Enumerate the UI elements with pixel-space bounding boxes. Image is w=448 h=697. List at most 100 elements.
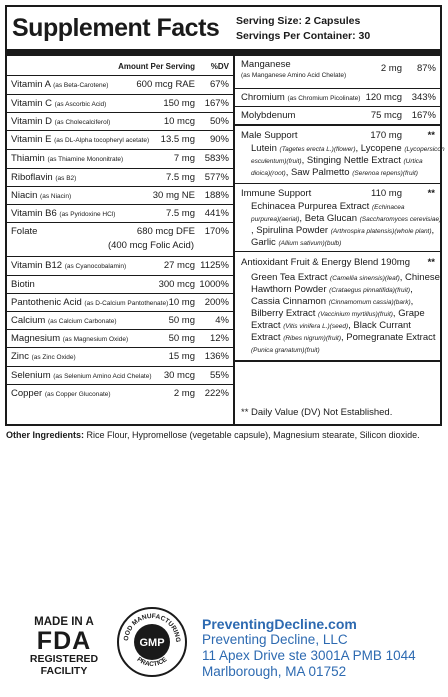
nutrient-row: Folate 680 mcg DFE (400 mcg Folic Acid) 170…	[7, 223, 233, 257]
nutrient-row: Vitamin D (as Cholecalciferol) 10 mcg 50%	[7, 113, 233, 131]
nutrient-dv: 136%	[204, 351, 229, 362]
nutrient-dv: 188%	[204, 190, 229, 201]
nutrient-row: Vitamin E (as DL-Alpha tocopheryl acetat…	[7, 131, 233, 150]
nutrient-amount: 27 mcg	[163, 260, 195, 271]
nutrient-row: Copper (as Copper Gluconate) 2 mg 222%	[7, 385, 233, 404]
fda-line1: MADE IN A	[34, 616, 94, 628]
nutrient-form: (as Cholecalciferol)	[54, 119, 111, 126]
left-nutrient-column: Amount Per Serving %DV Vitamin A (as Bet…	[7, 56, 233, 404]
ingredient-line: dioica)(root), Saw Palmetto (Serenoa rep…	[251, 167, 435, 179]
nutrient-row: Magnesium (as Magnesium Oxide) 50 mg 12%	[7, 330, 233, 348]
nutrient-amount: 75 mcg	[370, 110, 402, 121]
nutrient-dv: 12%	[209, 333, 229, 344]
ingredient-line: Cassia Cinnamon (Cinnamomum cassia)(bark…	[251, 296, 435, 308]
ingredient-latin-name: (Allium sativum)(bulb)	[278, 240, 342, 247]
ingredient-name: , Pomegranate Extract	[341, 332, 436, 343]
company-info: PreventingDecline.com Preventing Decline…	[202, 616, 416, 680]
nutrient-form: (as Copper Gluconate)	[44, 391, 111, 398]
nutrient-amount: 30 mg NE	[152, 190, 195, 201]
nutrient-dv: 67%	[209, 79, 229, 90]
blend-amount: 170 mg	[370, 130, 402, 141]
ingredient-latin-name: esculentum)(fruit)	[251, 158, 302, 165]
ingredient-name: ,	[431, 225, 435, 236]
ingredient-line: Bilberry Extract (Vaccinium myrtillus)(f…	[251, 308, 435, 320]
dv-header: %DV	[210, 62, 229, 71]
nutrient-form: (as D-Calcium Pantothenate)	[84, 300, 169, 307]
nutrient-row: Zinc (as Zinc Oxide) 15 mg 136%	[7, 348, 233, 367]
right-nutrient-column: Manganese (as Manganese Amino Acid Chela…	[235, 56, 445, 422]
nutrient-name: Pantothenic Acid	[11, 297, 82, 308]
nutrient-row-molybdenum: Molybdenum 75 mcg 167%	[235, 107, 440, 126]
nutrient-name: Zinc	[11, 351, 29, 362]
nutrient-amount-note: (400 mcg Folic Acid)	[107, 240, 194, 251]
nutrient-form: (as Calcium Carbonate)	[47, 318, 117, 325]
ingredient-name: Bilberry Extract	[251, 308, 319, 319]
fda-line2: FDA	[36, 627, 92, 655]
nutrient-dv: 1000%	[199, 279, 229, 290]
nutrient-row: Riboflavin (as B2) 7.5 mg 577%	[7, 169, 233, 187]
nutrient-dv: 200%	[204, 297, 229, 308]
nutrient-form: (as Niacin)	[40, 193, 72, 200]
nutrient-dv: 55%	[209, 370, 229, 381]
ingredient-latin-name: purpurea)(aerial)	[251, 216, 300, 223]
nutrient-form: (as Beta-Carotene)	[53, 82, 109, 89]
nutrient-row: Calcium (as Calcium Carbonate) 50 mg 4%	[7, 312, 233, 330]
fda-line4: FACILITY	[40, 665, 88, 677]
nutrient-name: Vitamin D	[11, 116, 53, 127]
nutrient-name: Niacin	[11, 190, 38, 201]
ingredient-latin-name: (Urtica	[403, 158, 423, 165]
amount-header: Amount Per Serving	[118, 62, 195, 71]
nutrient-dv: 577%	[204, 172, 229, 183]
footnote-area: ** Daily Value (DV) Not Established.	[235, 362, 440, 422]
nutrient-amount: 13.5 mg	[160, 134, 195, 145]
nutrient-amount: 15 mg	[168, 351, 195, 362]
nutrient-amount: 7 mg	[173, 153, 195, 164]
ingredient-line: (Punica granatum)(fruit)	[251, 344, 435, 356]
ingredient-line: Hawthorn Powder (Crataegus pinnatifida)(…	[251, 284, 435, 296]
nutrient-dv: 167%	[204, 98, 229, 109]
nutrient-name: Vitamin C	[11, 98, 53, 109]
nutrient-dv: 4%	[215, 315, 229, 326]
ingredient-line: Lutein (Tagetes erecta L.)(flower), Lyco…	[251, 143, 445, 155]
other-ingredients-label: Other Ingredients:	[6, 430, 85, 440]
nutrient-amount: 10 mg	[168, 297, 195, 308]
supplement-facts-panel: Supplement Facts Serving Size: 2 Capsule…	[5, 5, 445, 426]
nutrient-dv: 90%	[209, 134, 229, 145]
ingredient-name: , Beta Glucan	[299, 213, 360, 224]
ingredient-latin-name: (Tagetes erecta L.)(flower)	[279, 146, 356, 153]
nutrient-form: (as Ascorbic Acid)	[54, 101, 107, 108]
company-website-link[interactable]: PreventingDecline.com	[202, 616, 357, 632]
ingredient-name: ,	[410, 284, 413, 295]
nutrient-row: Vitamin C (as Ascorbic Acid) 150 mg 167%	[7, 95, 233, 113]
ingredient-line: Green Tea Extract (Camellia sinensis)(le…	[251, 272, 440, 284]
ingredient-latin-name: (Arthrospira platensis)(whole plant)	[330, 228, 432, 235]
nutrient-dv: 1125%	[200, 260, 229, 271]
nutrient-row: Thiamin (as Thiamine Mononitrate) 7 mg 583…	[7, 150, 233, 169]
ingredient-latin-name: (Crataegus pinnatifida)(fruit)	[329, 287, 411, 294]
nutrient-form: (as Pyridoxine HCl)	[59, 211, 116, 218]
nutrient-name: Magnesium	[11, 333, 61, 344]
nutrient-name: Calcium	[11, 315, 46, 326]
ingredient-name: Echinacea Purpurea Extract	[251, 201, 372, 212]
nutrient-name: Thiamin	[11, 153, 45, 164]
ingredient-latin-name: (Lycopersicon	[404, 146, 445, 153]
nutrient-amount: 600 mcg RAE	[136, 79, 195, 90]
blend-ingredients: Lutein (Tagetes erecta L.)(flower), Lyco…	[251, 143, 445, 179]
ingredient-latin-name: (Ribes nigrum)(fruit)	[283, 335, 341, 342]
nutrient-dv: 222%	[204, 388, 229, 399]
blend-name: Immune Support	[241, 188, 312, 199]
nutrient-name: Chromium	[241, 92, 285, 103]
nutrient-name: Selenium	[11, 370, 51, 381]
ingredient-name: , Saw Palmetto	[285, 167, 353, 178]
ingredient-latin-name: (Serenoa repens)(fruit)	[352, 170, 418, 177]
ingredient-latin-name: (Camellia sinensis)(leaf)	[330, 275, 400, 282]
ingredient-name: Garlic	[251, 237, 279, 248]
ingredient-name: Cassia Cinnamon	[251, 296, 329, 307]
nutrient-form: (as DL-Alpha tocopheryl acetate)	[54, 137, 150, 144]
nutrient-form: (as Selenium Amino Acid Chelate)	[53, 373, 152, 380]
blend-male-support: Male Support 170 mg ** Lutein (Tagetes e…	[235, 126, 445, 184]
nutrient-name: Riboflavin	[11, 172, 53, 183]
servings-per-container: Servings Per Container: 30	[236, 30, 371, 42]
nutrient-amount: 50 mg	[168, 315, 195, 326]
